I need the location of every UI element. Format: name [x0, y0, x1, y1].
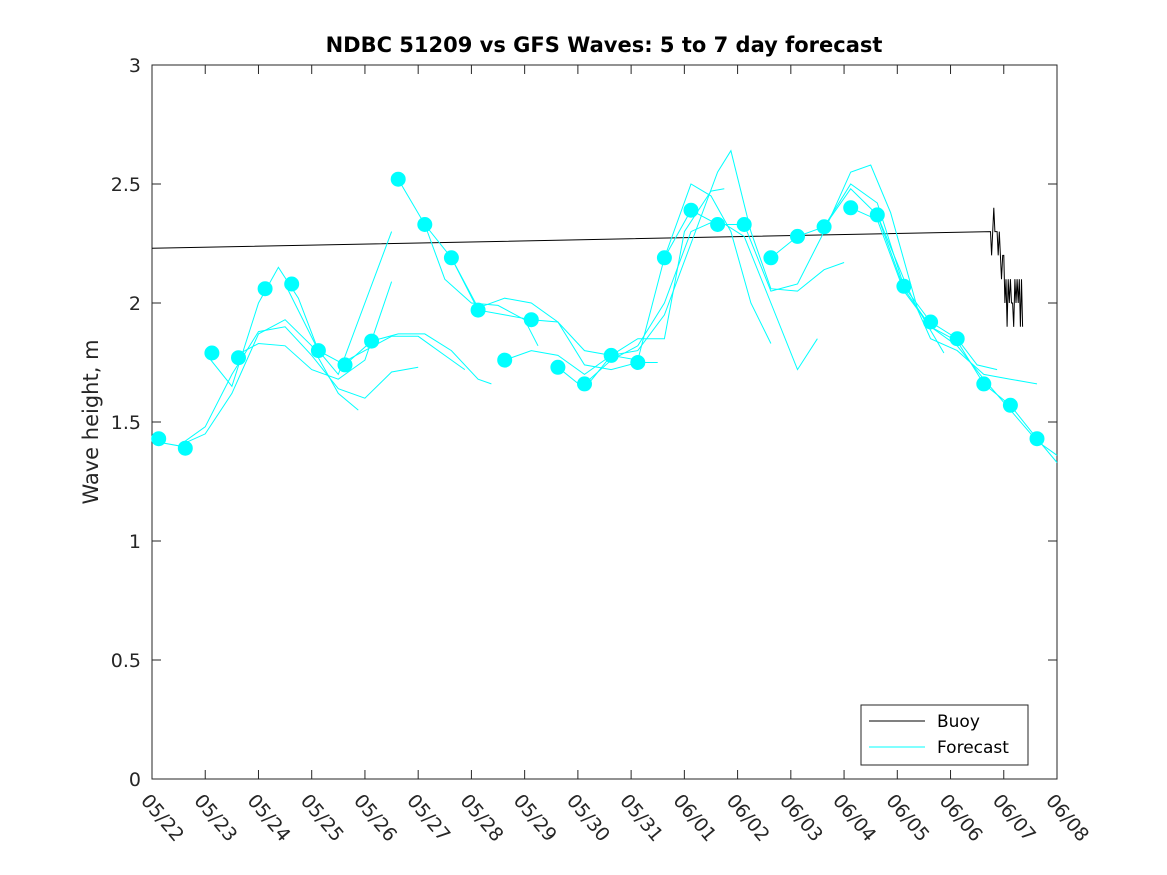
y-tick-label: 1 [129, 531, 141, 553]
legend-box [860, 704, 1029, 766]
forecast-series-line [450, 257, 658, 371]
forecast-series-line [876, 214, 1058, 456]
legend-buoy-label: Buoy [937, 712, 980, 732]
forecast-series-line [850, 207, 1058, 463]
forecast-series-line [397, 178, 612, 356]
forecast-point [231, 350, 246, 366]
y-tick-label: 1.5 [111, 412, 141, 434]
y-tick-label: 2.5 [111, 174, 141, 196]
forecast-series-line [424, 224, 539, 347]
y-tick-label: 2 [129, 293, 141, 315]
y-axis-label: Wave height, m [79, 339, 103, 504]
forecast-series-line [504, 188, 725, 376]
y-tick-label: 3 [129, 55, 141, 77]
forecast-series-line [178, 326, 419, 447]
forecast-series-line [770, 183, 998, 371]
forecast-series-line [823, 188, 1038, 385]
forecast-series-line [663, 164, 945, 354]
forecast-series-line [611, 149, 845, 356]
forecast-point [151, 431, 167, 447]
forecast-point [257, 281, 273, 297]
y-tick-label: 0 [129, 769, 141, 791]
forecast-series-line [204, 231, 393, 388]
forecast-point [284, 276, 300, 292]
legend-forecast-label: Forecast [937, 738, 1009, 758]
buoy-series-line [151, 207, 1024, 327]
chart-title: NDBC 51209 vs GFS Waves: 5 to 7 day fore… [326, 33, 883, 57]
forecast-series-line [284, 283, 492, 385]
forecast-point [204, 345, 220, 361]
forecast-series-line [231, 281, 393, 380]
y-tick-label: 0.5 [111, 650, 141, 672]
legend: Buoy Forecast [860, 704, 1029, 766]
forecast-series-line [338, 335, 466, 371]
